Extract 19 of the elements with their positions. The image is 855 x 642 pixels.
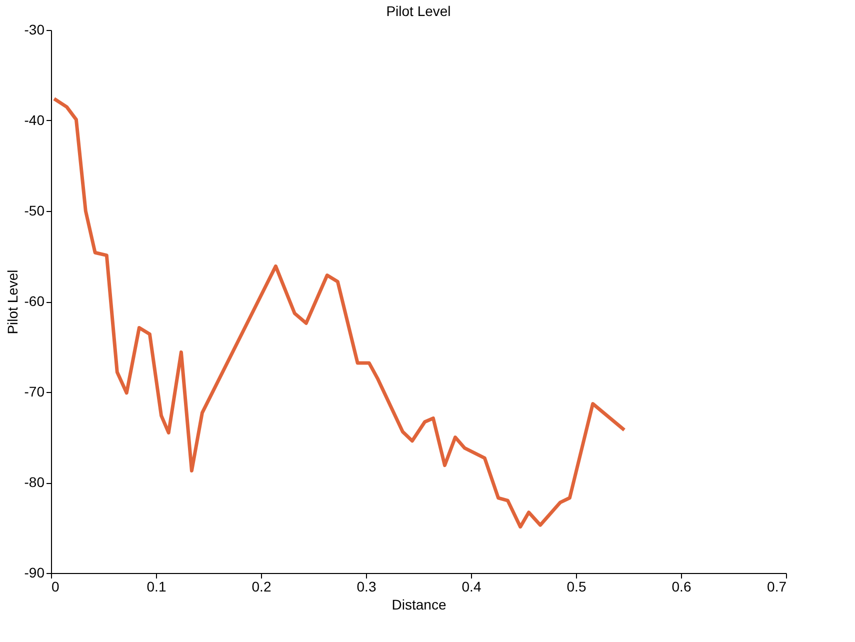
- y-tick-label: -50: [24, 202, 45, 218]
- y-tick-label: -30: [24, 22, 45, 38]
- chart-title: Pilot Level: [386, 3, 451, 19]
- y-tick-label: -60: [24, 293, 45, 309]
- y-tick-label: -80: [24, 474, 45, 490]
- x-tick-label: 0.4: [462, 578, 482, 594]
- line-series: [52, 97, 626, 529]
- y-tick-label: -90: [24, 564, 45, 580]
- x-axis-title: Distance: [392, 596, 446, 612]
- x-tick-label: 0.5: [566, 578, 586, 594]
- y-tick-label: -40: [24, 112, 45, 128]
- x-tick-label: 0.7: [767, 578, 787, 594]
- y-axis-title: Pilot Level: [4, 270, 20, 334]
- x-tick-label: 0.1: [146, 578, 166, 594]
- x-tick-label: 0.6: [672, 578, 692, 594]
- x-tick-label: 0.3: [356, 578, 376, 594]
- x-tick-label: 0.2: [252, 578, 272, 594]
- y-tick-label: -70: [24, 384, 45, 400]
- x-tick-label: 0: [52, 578, 60, 594]
